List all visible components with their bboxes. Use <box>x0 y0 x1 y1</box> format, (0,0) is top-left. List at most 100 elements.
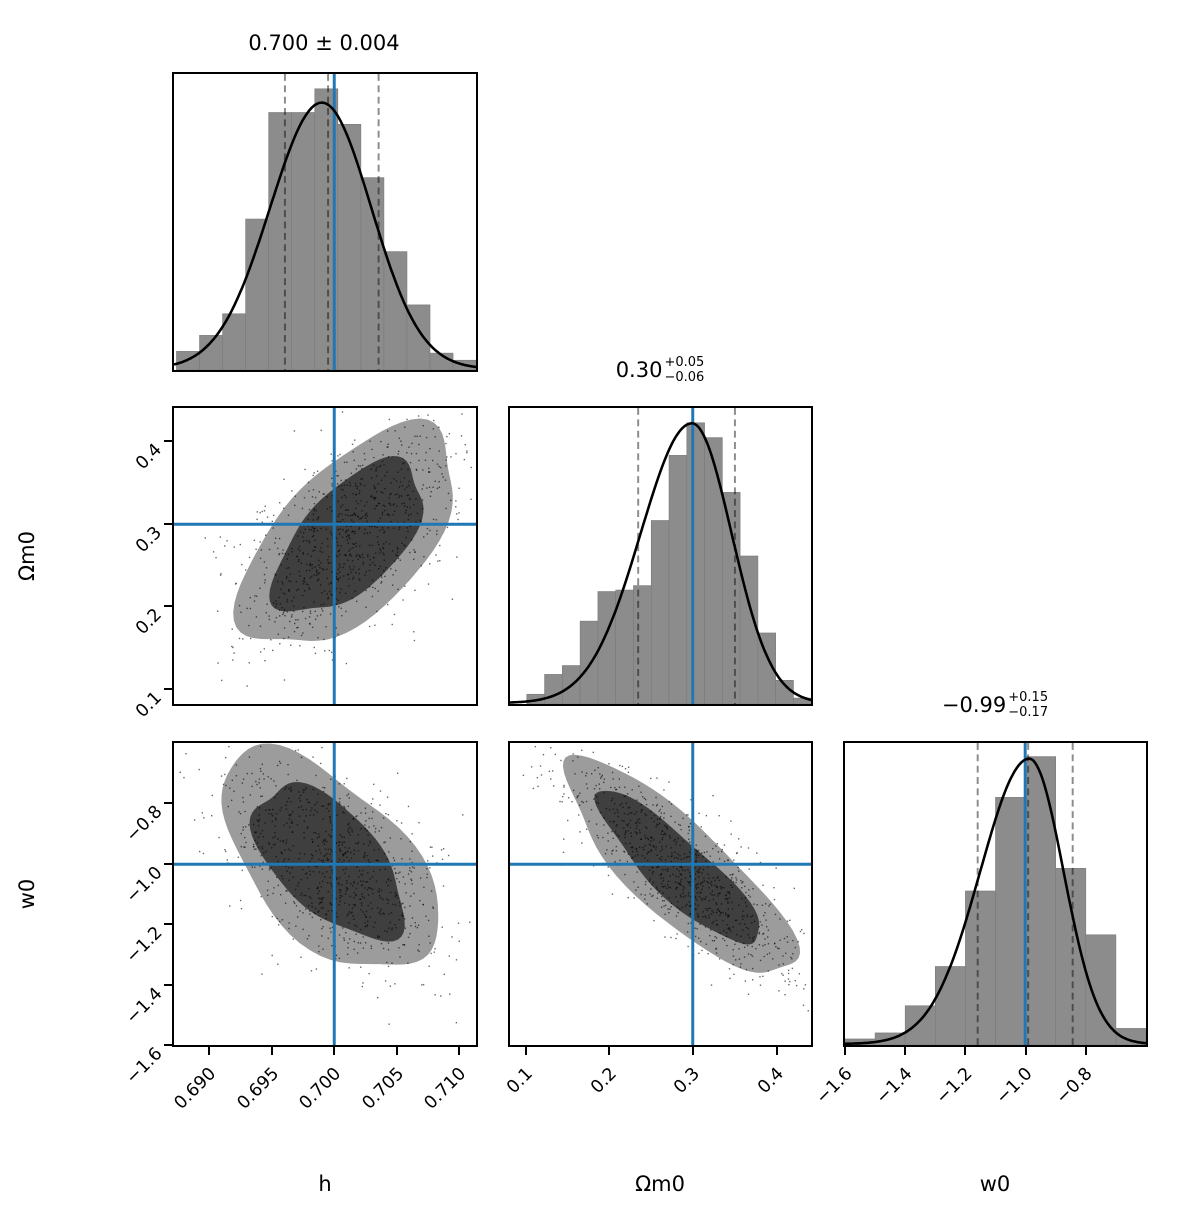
hist-bar <box>757 632 776 704</box>
hist-bar <box>291 112 316 370</box>
estimate-plus-error: +0.15 <box>1008 690 1049 705</box>
panel-scatter-h-om0 <box>172 406 478 706</box>
x-tick-om0 <box>608 1047 611 1055</box>
ylabel-w0: w0 <box>15 878 39 910</box>
x-tick-label-w0: −1.6 <box>811 1063 857 1109</box>
y-tick-label-om0: 0.3 <box>132 522 167 557</box>
contour-1sigma <box>269 455 424 612</box>
estimate-value: −0.99 <box>941 693 1007 718</box>
scatter-points <box>179 745 471 1025</box>
hist-bar <box>615 589 634 704</box>
kde-curve <box>845 757 1146 1045</box>
hist-bar <box>1025 756 1056 1045</box>
histogram-w0 <box>845 743 1146 1045</box>
x-tick-om0 <box>692 1047 695 1055</box>
y-tick-w0 <box>164 802 172 805</box>
x-tick-w0 <box>1024 1047 1027 1055</box>
panel-hist-w0 <box>843 741 1148 1047</box>
y-tick-w0 <box>164 983 172 986</box>
x-tick-label-w0: −1.4 <box>872 1063 917 1109</box>
y-tick-w0 <box>164 1043 172 1046</box>
estimate-title-w0: −0.99 +0.15 −0.17 <box>941 690 1049 721</box>
panel-scatter-h-w0 <box>172 741 478 1047</box>
contour-h-om0 <box>174 408 476 704</box>
estimate-plus-error: +0.05 <box>664 355 705 370</box>
x-tick-w0 <box>904 1047 907 1055</box>
x-tick-label-h: 0.695 <box>233 1063 283 1114</box>
xlabel-h: h <box>318 1172 332 1196</box>
estimate-title-om0: 0.30 +0.05 −0.06 <box>615 355 705 386</box>
hist-bar <box>904 1005 936 1045</box>
contour-h-w0 <box>174 743 476 1045</box>
estimate-title-h: 0.700 ± 0.004 <box>248 31 401 55</box>
y-tick-om0 <box>164 440 172 443</box>
x-tick-label-om0: 0.1 <box>502 1063 537 1098</box>
x-tick-h <box>458 1047 461 1055</box>
hist-bar <box>686 422 705 704</box>
y-tick-label-om0: 0.4 <box>132 440 167 475</box>
y-tick-label-w0: −1.0 <box>121 862 167 907</box>
x-tick-w0 <box>964 1047 967 1055</box>
y-tick-label-w0: −1.4 <box>121 983 167 1028</box>
x-tick-label-h: 0.690 <box>170 1063 221 1114</box>
panel-hist-h <box>172 72 478 372</box>
x-tick-label-h: 0.710 <box>420 1063 471 1114</box>
kde-curve <box>174 101 476 369</box>
estimate-value: 0.30 <box>615 358 663 383</box>
estimate-minus-error: −0.06 <box>664 369 705 385</box>
hist-bar <box>544 674 563 704</box>
hist-bar <box>668 455 688 704</box>
contour-1sigma <box>249 782 405 942</box>
histogram-om0 <box>510 408 811 704</box>
x-tick-label-w0: −1.0 <box>992 1063 1037 1109</box>
y-tick-om0 <box>164 522 172 525</box>
y-tick-w0 <box>164 862 172 865</box>
xlabel-om0: Ωm0 <box>635 1172 685 1196</box>
hist-bar <box>1115 1028 1146 1045</box>
x-tick-w0 <box>1084 1047 1087 1055</box>
x-tick-label-om0: 0.4 <box>754 1063 789 1098</box>
contour-1sigma <box>594 790 760 945</box>
panel-scatter-om0-w0 <box>508 741 813 1047</box>
hist-bar <box>360 177 385 370</box>
x-tick-label-w0: −0.8 <box>1052 1063 1097 1109</box>
hist-bar <box>935 966 966 1045</box>
x-tick-h <box>208 1047 211 1055</box>
x-tick-label-h: 0.700 <box>295 1063 346 1114</box>
x-tick-om0 <box>524 1047 527 1055</box>
x-tick-h <box>395 1047 398 1055</box>
contour-om0-w0 <box>510 743 811 1045</box>
x-tick-label-om0: 0.3 <box>670 1063 705 1098</box>
y-tick-label-w0: −0.8 <box>121 802 167 847</box>
hist-bar <box>579 620 599 704</box>
y-tick-label-w0: −1.6 <box>121 1043 167 1088</box>
x-tick-h <box>270 1047 273 1055</box>
estimate-minus-error: −0.17 <box>1008 704 1049 720</box>
histogram-h <box>174 74 476 370</box>
ylabel-om0: Ωm0 <box>15 531 39 581</box>
xlabel-w0: w0 <box>979 1172 1011 1196</box>
hist-bar <box>633 585 652 704</box>
hist-bar <box>383 251 408 370</box>
hist-bar <box>650 520 670 704</box>
y-tick-om0 <box>164 605 172 608</box>
hist-bar <box>965 890 996 1045</box>
y-tick-label-w0: −1.2 <box>121 923 167 968</box>
hist-bar <box>995 797 1026 1045</box>
y-tick-om0 <box>164 687 172 690</box>
y-tick-label-om0: 0.1 <box>132 687 167 722</box>
x-tick-label-om0: 0.2 <box>586 1063 621 1098</box>
kde-curve <box>510 422 811 704</box>
y-tick-w0 <box>164 923 172 926</box>
x-tick-label-w0: −1.2 <box>932 1063 977 1109</box>
hist-bar <box>722 492 741 704</box>
x-tick-w0 <box>844 1047 847 1055</box>
x-tick-h <box>333 1047 336 1055</box>
y-tick-label-om0: 0.2 <box>132 605 167 640</box>
estimate-value: 0.700 ± 0.004 <box>248 31 400 55</box>
x-tick-label-h: 0.705 <box>358 1063 408 1114</box>
hist-bar <box>704 437 723 704</box>
hist-bar <box>245 218 269 370</box>
x-tick-om0 <box>775 1047 778 1055</box>
